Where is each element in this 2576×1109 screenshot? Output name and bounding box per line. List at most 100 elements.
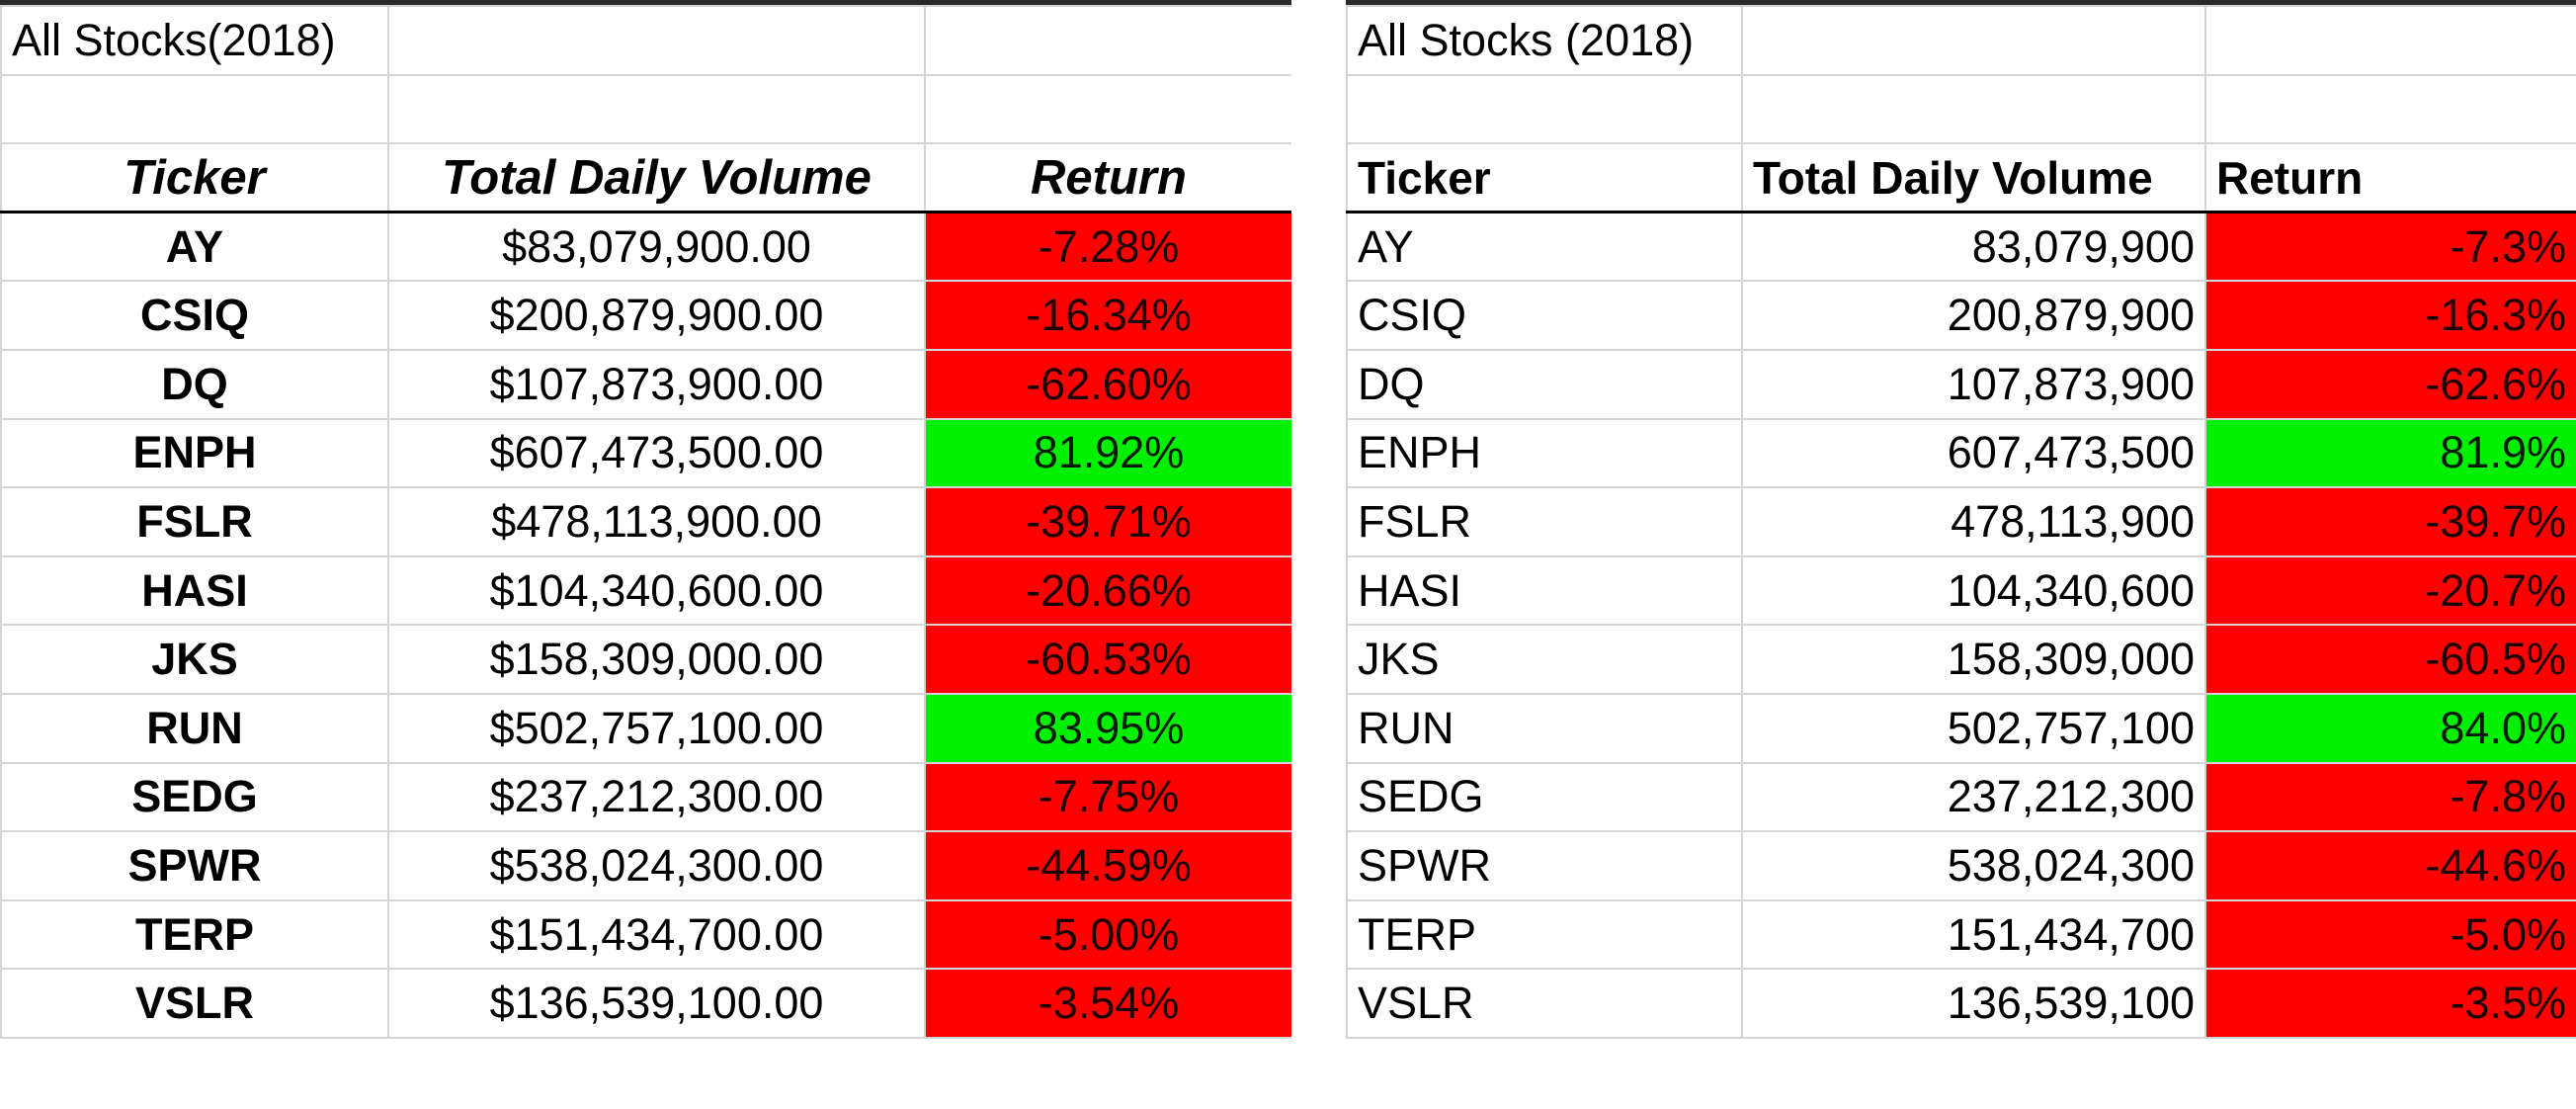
ticker-cell[interactable]: JKS — [1346, 624, 1743, 695]
blank-row — [1346, 73, 2576, 145]
header-row: Ticker Total Daily Volume Return — [0, 142, 1291, 214]
volume-cell[interactable]: 158,309,000 — [1741, 624, 2206, 695]
return-cell[interactable]: -16.34% — [924, 280, 1291, 351]
ticker-cell[interactable]: ENPH — [0, 417, 389, 489]
ticker-cell[interactable]: SEDG — [1346, 761, 1743, 833]
return-cell[interactable]: -62.60% — [924, 348, 1291, 420]
header-return[interactable]: Return — [924, 142, 1291, 214]
sheet-title-cell[interactable]: All Stocks(2018) — [0, 5, 389, 76]
return-cell[interactable]: -60.5% — [2204, 624, 2576, 695]
ticker-cell[interactable]: CSIQ — [1346, 280, 1743, 351]
return-cell[interactable]: -44.59% — [924, 830, 1291, 901]
ticker-cell[interactable]: RUN — [0, 692, 389, 764]
table-row: CSIQ $200,879,900.00 -16.34% — [0, 280, 1291, 351]
header-row: Ticker Total Daily Volume Return — [1346, 142, 2576, 214]
table-row: AY $83,079,900.00 -7.28% — [0, 211, 1291, 283]
volume-cell[interactable]: $478,113,900.00 — [387, 486, 926, 557]
return-cell[interactable]: -5.00% — [924, 898, 1291, 971]
ticker-cell[interactable]: FSLR — [1346, 486, 1743, 557]
empty-cell[interactable] — [2204, 5, 2576, 76]
return-cell[interactable]: -7.8% — [2204, 761, 2576, 833]
table-row: HASI $104,340,600.00 -20.66% — [0, 554, 1291, 627]
volume-cell[interactable]: 538,024,300 — [1741, 830, 2206, 901]
volume-cell[interactable]: 478,113,900 — [1741, 486, 2206, 557]
ticker-cell[interactable]: DQ — [0, 348, 389, 420]
return-cell[interactable]: 84.0% — [2204, 692, 2576, 764]
volume-cell[interactable]: 151,434,700 — [1741, 898, 2206, 971]
volume-cell[interactable]: 502,757,100 — [1741, 692, 2206, 764]
return-cell[interactable]: 81.92% — [924, 417, 1291, 489]
return-cell[interactable]: -60.53% — [924, 624, 1291, 695]
table-row: VSLR $136,539,100.00 -3.54% — [0, 968, 1291, 1039]
ticker-cell[interactable]: AY — [0, 211, 389, 283]
volume-cell[interactable]: 83,079,900 — [1741, 211, 2206, 283]
empty-cell[interactable] — [924, 73, 1291, 145]
volume-cell[interactable]: $200,879,900.00 — [387, 280, 926, 351]
volume-cell[interactable]: 607,473,500 — [1741, 417, 2206, 489]
empty-cell[interactable] — [1346, 73, 1743, 145]
ticker-cell[interactable]: RUN — [1346, 692, 1743, 764]
ticker-cell[interactable]: HASI — [0, 554, 389, 627]
volume-cell[interactable]: $83,079,900.00 — [387, 211, 926, 283]
return-cell[interactable]: -7.3% — [2204, 211, 2576, 283]
sheet-title-cell[interactable]: All Stocks (2018) — [1346, 5, 1743, 76]
ticker-cell[interactable]: CSIQ — [0, 280, 389, 351]
ticker-cell[interactable]: HASI — [1346, 554, 1743, 627]
volume-cell[interactable]: 136,539,100 — [1741, 968, 2206, 1039]
volume-cell[interactable]: 104,340,600 — [1741, 554, 2206, 627]
empty-cell[interactable] — [387, 5, 926, 76]
return-cell[interactable]: -20.66% — [924, 554, 1291, 627]
ticker-cell[interactable]: ENPH — [1346, 417, 1743, 489]
empty-cell[interactable] — [387, 73, 926, 145]
volume-cell[interactable]: 200,879,900 — [1741, 280, 2206, 351]
return-cell[interactable]: -20.7% — [2204, 554, 2576, 627]
ticker-cell[interactable]: VSLR — [0, 968, 389, 1039]
return-cell[interactable]: -44.6% — [2204, 830, 2576, 901]
empty-cell[interactable] — [0, 73, 389, 145]
ticker-cell[interactable]: TERP — [1346, 898, 1743, 971]
ticker-cell[interactable]: SPWR — [0, 830, 389, 901]
volume-cell[interactable]: 237,212,300 — [1741, 761, 2206, 833]
empty-cell[interactable] — [1741, 73, 2206, 145]
return-cell[interactable]: -39.7% — [2204, 486, 2576, 557]
header-return[interactable]: Return — [2204, 142, 2576, 214]
table-row: FSLR $478,113,900.00 -39.71% — [0, 486, 1291, 557]
volume-cell[interactable]: $502,757,100.00 — [387, 692, 926, 764]
return-cell[interactable]: -39.71% — [924, 486, 1291, 557]
volume-cell[interactable]: $151,434,700.00 — [387, 898, 926, 971]
ticker-cell[interactable]: SPWR — [1346, 830, 1743, 901]
header-ticker[interactable]: Ticker — [0, 142, 389, 214]
ticker-cell[interactable]: AY — [1346, 211, 1743, 283]
return-cell[interactable]: -3.54% — [924, 968, 1291, 1039]
return-cell[interactable]: -3.5% — [2204, 968, 2576, 1039]
return-cell[interactable]: -5.0% — [2204, 898, 2576, 971]
header-ticker[interactable]: Ticker — [1346, 142, 1743, 214]
empty-cell[interactable] — [1741, 5, 2206, 76]
volume-cell[interactable]: $538,024,300.00 — [387, 830, 926, 901]
ticker-cell[interactable]: SEDG — [0, 761, 389, 833]
volume-cell[interactable]: $136,539,100.00 — [387, 968, 926, 1039]
empty-cell[interactable] — [2204, 73, 2576, 145]
table-row: TERP $151,434,700.00 -5.00% — [0, 898, 1291, 971]
volume-cell[interactable]: $158,309,000.00 — [387, 624, 926, 695]
ticker-cell[interactable]: FSLR — [0, 486, 389, 557]
empty-cell[interactable] — [924, 5, 1291, 76]
return-cell[interactable]: -7.75% — [924, 761, 1291, 833]
ticker-cell[interactable]: DQ — [1346, 348, 1743, 420]
ticker-cell[interactable]: VSLR — [1346, 968, 1743, 1039]
return-cell[interactable]: -7.28% — [924, 211, 1291, 283]
table-row: SEDG $237,212,300.00 -7.75% — [0, 761, 1291, 833]
header-total-daily-volume[interactable]: Total Daily Volume — [387, 142, 926, 214]
ticker-cell[interactable]: TERP — [0, 898, 389, 971]
volume-cell[interactable]: $607,473,500.00 — [387, 417, 926, 489]
header-total-daily-volume[interactable]: Total Daily Volume — [1741, 142, 2206, 214]
volume-cell[interactable]: $107,873,900.00 — [387, 348, 926, 420]
ticker-cell[interactable]: JKS — [0, 624, 389, 695]
return-cell[interactable]: -62.6% — [2204, 348, 2576, 420]
volume-cell[interactable]: $237,212,300.00 — [387, 761, 926, 833]
return-cell[interactable]: -16.3% — [2204, 280, 2576, 351]
return-cell[interactable]: 81.9% — [2204, 417, 2576, 489]
volume-cell[interactable]: 107,873,900 — [1741, 348, 2206, 420]
return-cell[interactable]: 83.95% — [924, 692, 1291, 764]
volume-cell[interactable]: $104,340,600.00 — [387, 554, 926, 627]
